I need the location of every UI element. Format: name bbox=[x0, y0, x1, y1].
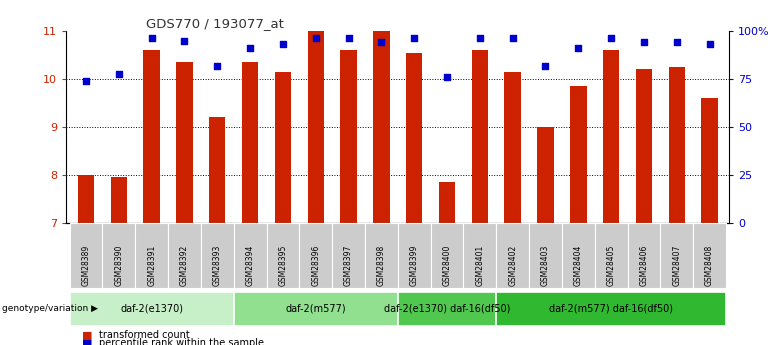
Bar bbox=[570, 86, 587, 223]
Bar bbox=[111, 177, 127, 223]
Point bbox=[244, 45, 257, 51]
Text: GSM28403: GSM28403 bbox=[541, 245, 550, 286]
Bar bbox=[537, 127, 554, 223]
Point bbox=[342, 36, 355, 41]
Text: GSM28391: GSM28391 bbox=[147, 245, 156, 286]
Text: GSM28392: GSM28392 bbox=[180, 245, 189, 286]
Text: GSM28398: GSM28398 bbox=[377, 245, 386, 286]
Text: daf-2(m577): daf-2(m577) bbox=[285, 304, 346, 314]
Bar bbox=[636, 69, 652, 223]
Point bbox=[211, 63, 224, 69]
Text: GSM28390: GSM28390 bbox=[115, 245, 123, 286]
Bar bbox=[242, 62, 258, 223]
Text: GSM28389: GSM28389 bbox=[81, 245, 90, 286]
Point bbox=[704, 42, 716, 47]
Bar bbox=[505, 72, 521, 223]
Bar bbox=[340, 50, 356, 223]
Point bbox=[506, 36, 519, 41]
Text: GSM28400: GSM28400 bbox=[442, 245, 452, 286]
Text: daf-2(e1370): daf-2(e1370) bbox=[120, 304, 183, 314]
Text: GSM28402: GSM28402 bbox=[509, 245, 517, 286]
Bar bbox=[78, 175, 94, 223]
Text: GSM28393: GSM28393 bbox=[213, 245, 222, 286]
Text: GDS770 / 193077_at: GDS770 / 193077_at bbox=[146, 17, 284, 30]
Text: GSM28406: GSM28406 bbox=[640, 245, 648, 286]
Text: ■: ■ bbox=[82, 338, 96, 345]
Point bbox=[80, 79, 92, 84]
Text: GSM28395: GSM28395 bbox=[278, 245, 287, 286]
Bar bbox=[373, 31, 389, 223]
Text: GSM28401: GSM28401 bbox=[475, 245, 484, 286]
Bar bbox=[701, 98, 718, 223]
Text: GSM28399: GSM28399 bbox=[410, 245, 419, 286]
Point bbox=[539, 63, 551, 69]
Bar bbox=[307, 31, 324, 223]
Point bbox=[473, 36, 486, 41]
Bar bbox=[439, 182, 456, 223]
Text: transformed count: transformed count bbox=[99, 331, 190, 340]
Bar bbox=[668, 67, 685, 223]
Point bbox=[671, 39, 683, 45]
Point bbox=[178, 38, 190, 43]
Text: GSM28404: GSM28404 bbox=[574, 245, 583, 286]
Point bbox=[145, 36, 158, 41]
Text: GSM28396: GSM28396 bbox=[311, 245, 321, 286]
Bar bbox=[176, 62, 193, 223]
Text: GSM28394: GSM28394 bbox=[246, 245, 254, 286]
Text: ■: ■ bbox=[82, 331, 96, 340]
Bar bbox=[472, 50, 488, 223]
Point bbox=[441, 74, 453, 79]
Point bbox=[112, 71, 125, 77]
Text: GSM28408: GSM28408 bbox=[705, 245, 714, 286]
Point bbox=[310, 36, 322, 41]
Point bbox=[605, 36, 618, 41]
Text: GSM28397: GSM28397 bbox=[344, 245, 353, 286]
Point bbox=[572, 45, 584, 51]
Text: GSM28407: GSM28407 bbox=[672, 245, 681, 286]
Text: daf-2(e1370) daf-16(df50): daf-2(e1370) daf-16(df50) bbox=[384, 304, 510, 314]
Bar bbox=[275, 72, 291, 223]
Bar bbox=[406, 52, 423, 223]
Text: GSM28405: GSM28405 bbox=[607, 245, 615, 286]
Bar bbox=[144, 50, 160, 223]
Text: daf-2(m577) daf-16(df50): daf-2(m577) daf-16(df50) bbox=[549, 304, 673, 314]
Text: genotype/variation ▶: genotype/variation ▶ bbox=[2, 304, 98, 313]
Bar bbox=[603, 50, 619, 223]
Point bbox=[408, 36, 420, 41]
Point bbox=[375, 39, 388, 45]
Point bbox=[638, 39, 651, 45]
Point bbox=[277, 42, 289, 47]
Text: percentile rank within the sample: percentile rank within the sample bbox=[99, 338, 264, 345]
Bar bbox=[209, 117, 225, 223]
